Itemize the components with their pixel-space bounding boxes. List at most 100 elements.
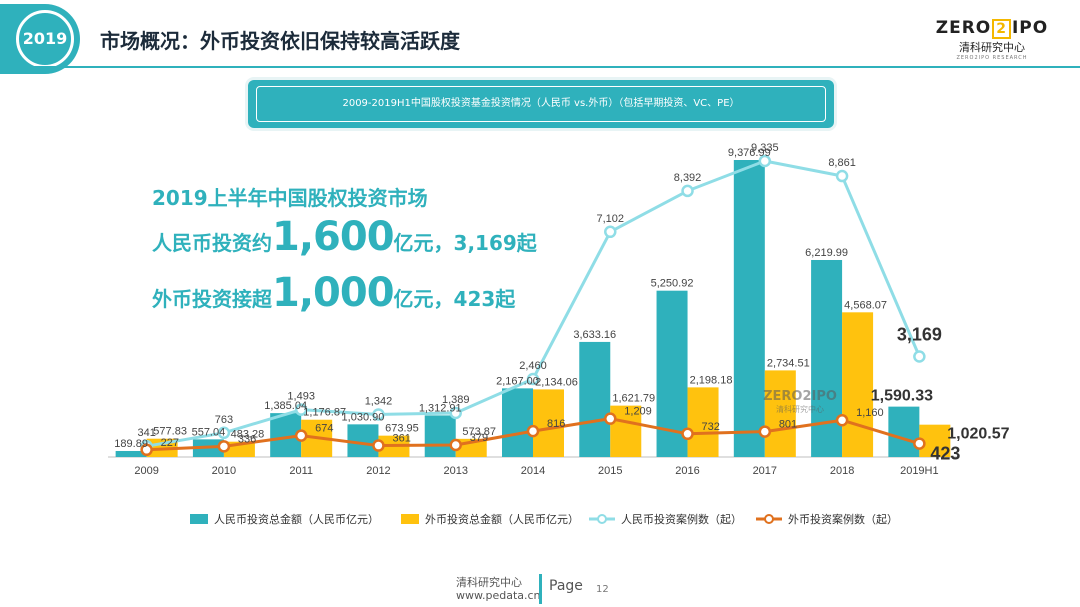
- bar-rmb-amount: [502, 388, 533, 457]
- bar-fx-amount: [610, 405, 642, 457]
- data-label-rmb-amount: 9,376.99: [728, 147, 771, 159]
- fx-count-point: [604, 412, 617, 425]
- bar-rmb-amount: [888, 406, 920, 457]
- x-tick-label: 2019H1: [900, 465, 939, 477]
- footer-divider: [539, 574, 542, 604]
- chart-title: 2009-2019H1中国股权投资基金投资情况（人民币 vs.外币）（包括早期投…: [256, 86, 826, 122]
- bar-fx-amount: [764, 370, 796, 457]
- highlight-rmb: 人民币投资约1,600亿元，3,169起: [152, 214, 537, 260]
- rmb-count-point: [604, 225, 617, 239]
- rmb-count-point: [681, 184, 694, 198]
- fx-count-point: [526, 424, 540, 438]
- data-label-rmb-count: 8,861: [828, 157, 856, 169]
- x-tick-label: 2009: [134, 465, 158, 477]
- header-divider: [0, 66, 1080, 68]
- x-tick-label: 2013: [443, 465, 467, 477]
- logo-subtitle: 清科研究中心: [959, 41, 1025, 54]
- data-label-rmb-amount: 189.89: [114, 438, 148, 450]
- year-badge: 2019: [0, 4, 80, 74]
- fx-count-point: [758, 425, 772, 438]
- data-label-rmb-count: 1,493: [287, 391, 315, 403]
- x-tick-label: 2012: [366, 465, 390, 477]
- data-label-fx-amount: 1,020.57: [947, 426, 1009, 443]
- rmb-count-point: [835, 169, 849, 183]
- fx-count-point: [835, 413, 849, 427]
- logo-right: IPO: [1011, 18, 1049, 38]
- data-label-fx-amount: 2,734.51: [767, 357, 810, 369]
- zero2ipo-logo: ZERO 2 IPO 清科研究中心 ZERO2IPO RESEARCH: [932, 18, 1052, 61]
- highlight-rmb-prefix: 人民币投资约: [152, 231, 272, 255]
- data-label-fx-count: 379: [470, 432, 488, 444]
- data-label-fx-amount: 2,198.18: [690, 374, 733, 386]
- rmb-count-point: [758, 154, 772, 168]
- data-label-rmb-count: 9,335: [751, 142, 779, 154]
- legend-swatch-0: [190, 514, 208, 524]
- data-label-fx-count: 732: [702, 421, 720, 433]
- bar-fx-amount: [842, 312, 874, 457]
- logo-tagline: ZERO2IPO RESEARCH: [956, 55, 1028, 61]
- logo-mark: 2: [992, 19, 1011, 39]
- page-title: 市场概况：外币投资依旧保持较高活跃度: [100, 29, 460, 53]
- data-label-fx-count: 816: [547, 418, 565, 430]
- rmb-count-point: [372, 408, 385, 421]
- fx-count-point: [372, 439, 385, 452]
- data-label-rmb-count: 341: [137, 427, 155, 439]
- x-tick-label: 2018: [830, 465, 854, 477]
- data-label-fx-count: 1,160: [856, 407, 884, 419]
- x-tick-label: 2015: [598, 465, 622, 477]
- data-label-rmb-count: 763: [215, 414, 233, 426]
- legend-label-3: 外币投资案例数（起）: [788, 512, 898, 526]
- legend-marker-3: [764, 514, 774, 524]
- rmb-count-point: [294, 403, 308, 416]
- data-label-fx-amount: 1,176.87: [303, 407, 346, 419]
- data-label-fx-amount: 4,568.07: [844, 299, 887, 311]
- legend-label-1: 外币投资总金额（人民币亿元）: [425, 512, 579, 526]
- data-label-rmb-count: 8,392: [674, 172, 702, 184]
- data-label-rmb-amount: 5,250.92: [651, 278, 694, 290]
- legend-swatch-1: [401, 514, 419, 524]
- bar-rmb-amount: [347, 424, 379, 457]
- data-label-rmb-amount: 1,030.90: [342, 411, 385, 423]
- bar-rmb-amount: [115, 450, 147, 457]
- bar-fx-amount: [533, 389, 564, 457]
- data-label-fx-amount: 573.87: [462, 426, 496, 438]
- chart-watermark-sub: 清科研究中心: [776, 404, 824, 414]
- data-label-fx-count: 674: [315, 423, 333, 435]
- highlight-heading: 2019上半年中国股权投资市场: [152, 186, 428, 210]
- bar-rmb-amount: [579, 341, 611, 457]
- footer-org: 清科研究中心: [456, 576, 522, 589]
- x-tick-label: 2010: [212, 465, 236, 477]
- x-tick-label: 2016: [675, 465, 699, 477]
- data-label-fx-amount: 673.95: [385, 423, 419, 435]
- fx-count-point: [913, 437, 926, 450]
- legend-label-2: 人民币投资案例数（起）: [621, 512, 742, 526]
- data-label-rmb-count: 1,389: [442, 394, 470, 406]
- data-label-fx-count: 423: [930, 444, 960, 464]
- data-label-fx-count: 336: [238, 433, 256, 445]
- data-label-fx-amount: 2,134.06: [535, 376, 578, 388]
- data-label-rmb-amount: 2,167.00: [496, 375, 539, 387]
- year-badge-label: 2019: [22, 29, 68, 48]
- bar-rmb-amount: [424, 415, 456, 457]
- data-label-rmb-amount: 1,312.91: [419, 402, 462, 414]
- highlight-fx-prefix: 外币投资接超: [152, 287, 272, 311]
- highlight-fx-suffix: 亿元，423起: [393, 287, 516, 311]
- chart-title-banner: 2009-2019H1中国股权投资基金投资情况（人民币 vs.外币）（包括早期投…: [248, 80, 834, 128]
- data-label-fx-count: 361: [392, 433, 410, 445]
- data-label-rmb-amount: 557.04: [192, 426, 226, 438]
- rmb-count-point: [526, 372, 540, 386]
- bar-fx-amount: [687, 387, 719, 457]
- rmb-count-point: [217, 426, 231, 440]
- x-tick-label: 2017: [753, 465, 777, 477]
- data-label-fx-count: 1,209: [624, 406, 652, 418]
- footer-page-number: 12: [596, 584, 609, 595]
- data-label-rmb-count: 1,342: [365, 395, 393, 407]
- legend-marker-2: [597, 514, 607, 524]
- data-label-rmb-count: 7,102: [597, 213, 625, 225]
- logo-left: ZERO: [935, 18, 992, 38]
- data-label-fx-count: 227: [161, 437, 179, 449]
- fx-count-point: [140, 443, 153, 457]
- fx-count-point: [294, 429, 308, 442]
- fx-count-point: [449, 438, 462, 452]
